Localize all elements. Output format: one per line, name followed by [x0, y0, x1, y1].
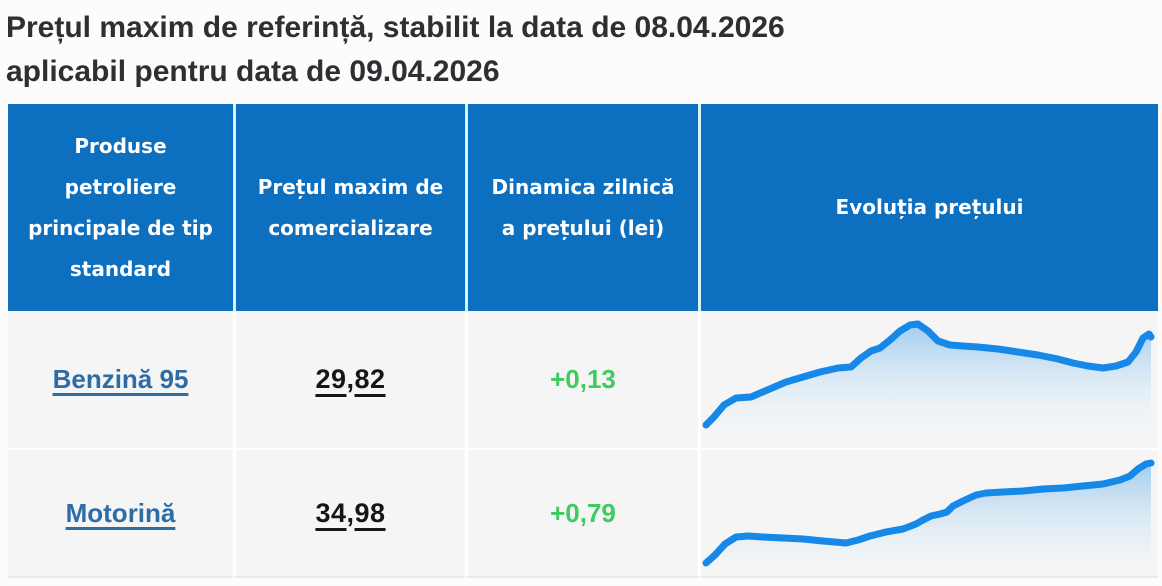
page-title-line-2: aplicabil pentru data de 09.04.2026: [6, 55, 500, 88]
price-separator: ,: [346, 497, 355, 528]
table-row-benzina-product-cell: Benzină 95: [8, 311, 233, 448]
column-header-max-price: Prețul maxim de comercializare: [233, 104, 465, 311]
price-separator: ,: [346, 364, 355, 394]
table-row-benzina-evolution-cell: [698, 311, 1158, 448]
table-row-benzina-price-cell: 29,82: [233, 311, 465, 448]
column-header-price-evolution: Evoluția prețului: [698, 104, 1158, 311]
product-link-benzina-95[interactable]: Benzină 95: [52, 364, 189, 394]
table-row-benzina-dynamic-cell: +0,13: [465, 311, 698, 448]
column-header-daily-dynamic: Dinamica zilnică a prețului (lei): [465, 104, 698, 311]
price-value: 29,82: [315, 364, 385, 395]
header-line: comercializare: [268, 215, 433, 240]
price-fraction: 82: [354, 364, 386, 394]
header-line: a prețului (lei): [501, 215, 665, 240]
price-value: 34,98: [315, 498, 385, 529]
table-row-motorina-price-cell: 34,98: [233, 448, 465, 578]
price-fraction: 98: [354, 497, 386, 528]
header-line: principale de tip: [28, 215, 213, 240]
fuel-price-table: Produse petroliere principale de tip sta…: [8, 104, 1158, 578]
price-evolution-sparkline-benzina: [702, 315, 1155, 433]
header-line: Prețul maxim de: [257, 174, 444, 199]
header-line: Evoluția prețului: [835, 195, 1024, 219]
column-header-products: Produse petroliere principale de tip sta…: [8, 104, 233, 311]
header-line: Produse: [74, 133, 167, 158]
daily-dynamic-value: +0,79: [550, 497, 616, 528]
price-whole: 29: [315, 364, 347, 394]
page-title: Prețul maxim de referință, stabilit la d…: [6, 6, 785, 94]
price-evolution-sparkline-motorina: [702, 453, 1155, 571]
daily-dynamic-value: +0,13: [550, 364, 616, 394]
page-title-line-1: Prețul maxim de referință, stabilit la d…: [6, 11, 785, 44]
table-row-motorina-product-cell: Motorină: [8, 448, 233, 578]
header-line: Dinamica zilnică: [491, 174, 675, 199]
table-row-motorina-dynamic-cell: +0,79: [465, 448, 698, 578]
header-line: petroliere: [64, 174, 177, 199]
header-line: standard: [69, 256, 172, 281]
product-link-motorina[interactable]: Motorină: [65, 497, 176, 528]
price-whole: 34: [315, 497, 347, 528]
table-row-motorina-evolution-cell: [698, 448, 1158, 578]
